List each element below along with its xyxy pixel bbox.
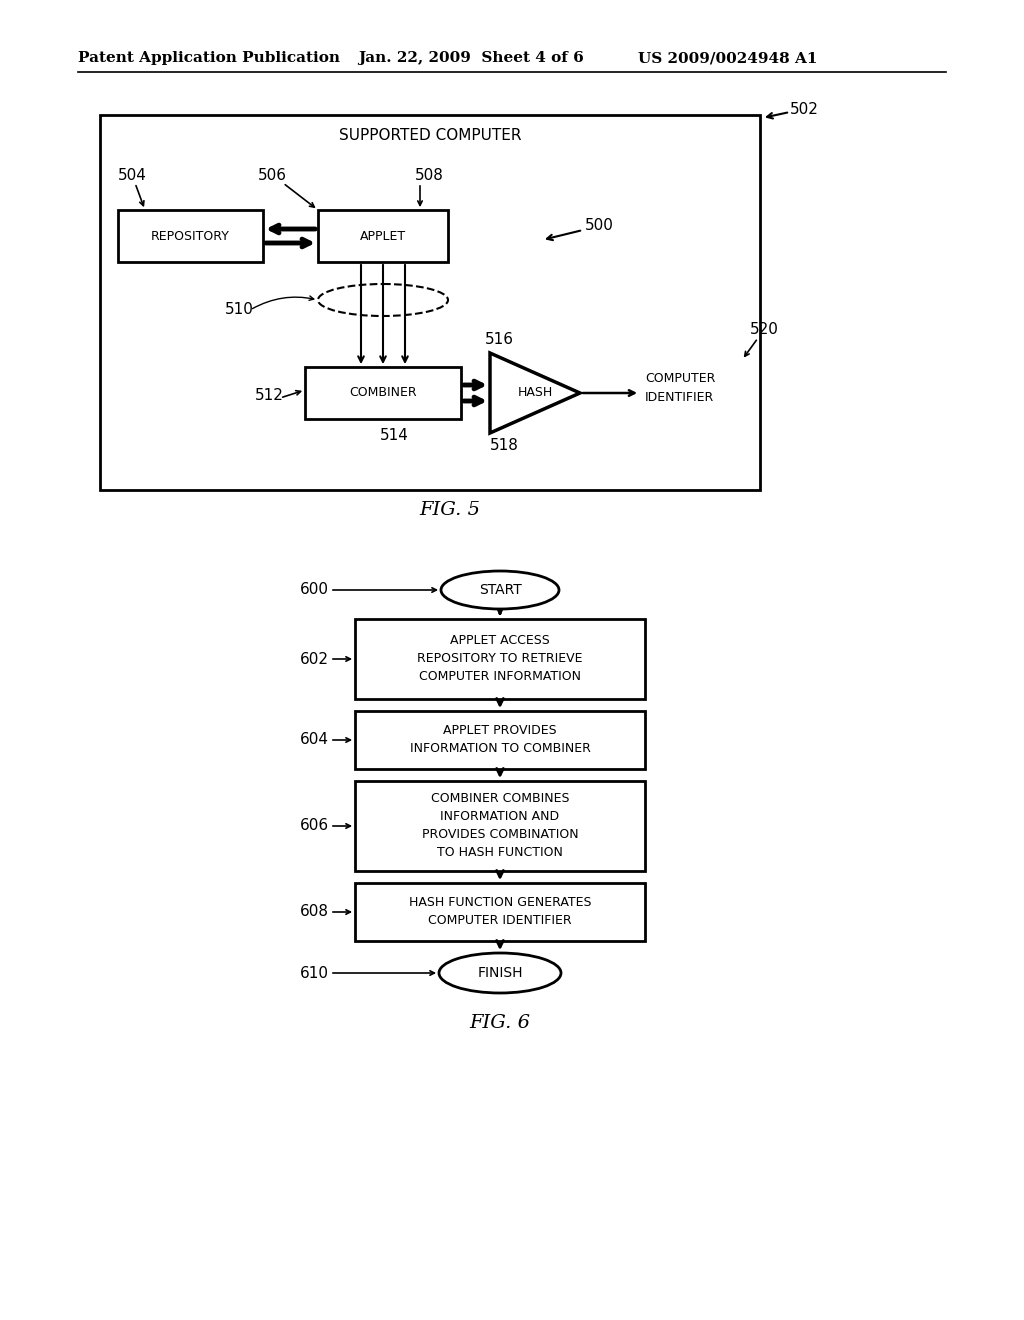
Text: 518: 518 xyxy=(490,437,519,453)
Text: 602: 602 xyxy=(300,652,329,667)
Text: 500: 500 xyxy=(585,218,613,232)
Text: START: START xyxy=(478,583,521,597)
Text: 600: 600 xyxy=(300,582,329,598)
Text: HASH: HASH xyxy=(517,387,553,400)
Bar xyxy=(355,711,645,770)
Text: 608: 608 xyxy=(300,904,329,920)
Ellipse shape xyxy=(439,953,561,993)
Text: US 2009/0024948 A1: US 2009/0024948 A1 xyxy=(638,51,817,65)
Text: 514: 514 xyxy=(380,428,409,442)
Text: COMBINER: COMBINER xyxy=(349,387,417,400)
Bar xyxy=(100,115,760,490)
Text: FINISH: FINISH xyxy=(477,966,522,979)
Text: 508: 508 xyxy=(415,168,443,182)
Text: 606: 606 xyxy=(300,818,329,833)
Text: 516: 516 xyxy=(485,333,514,347)
Text: 502: 502 xyxy=(790,103,819,117)
Text: COMBINER COMBINES
INFORMATION AND
PROVIDES COMBINATION
TO HASH FUNCTION: COMBINER COMBINES INFORMATION AND PROVID… xyxy=(422,792,579,859)
Bar xyxy=(318,210,449,261)
Text: REPOSITORY: REPOSITORY xyxy=(152,230,230,243)
Bar xyxy=(305,367,461,418)
Text: Patent Application Publication: Patent Application Publication xyxy=(78,51,340,65)
Ellipse shape xyxy=(441,572,559,609)
Bar xyxy=(355,781,645,871)
Polygon shape xyxy=(490,352,580,433)
Ellipse shape xyxy=(318,284,449,315)
Text: FIG. 6: FIG. 6 xyxy=(469,1014,530,1032)
Text: 506: 506 xyxy=(258,168,287,182)
Bar xyxy=(118,210,263,261)
Text: 510: 510 xyxy=(225,302,254,318)
Text: APPLET PROVIDES
INFORMATION TO COMBINER: APPLET PROVIDES INFORMATION TO COMBINER xyxy=(410,725,591,755)
Text: 504: 504 xyxy=(118,168,146,182)
Bar xyxy=(355,619,645,700)
Text: APPLET ACCESS
REPOSITORY TO RETRIEVE
COMPUTER INFORMATION: APPLET ACCESS REPOSITORY TO RETRIEVE COM… xyxy=(417,635,583,684)
Text: 520: 520 xyxy=(750,322,779,338)
Bar xyxy=(355,883,645,941)
Text: FIG. 5: FIG. 5 xyxy=(420,502,480,519)
Text: APPLET: APPLET xyxy=(360,230,407,243)
Text: 610: 610 xyxy=(300,965,329,981)
Text: HASH FUNCTION GENERATES
COMPUTER IDENTIFIER: HASH FUNCTION GENERATES COMPUTER IDENTIF… xyxy=(409,896,591,928)
Text: COMPUTER
IDENTIFIER: COMPUTER IDENTIFIER xyxy=(645,372,716,404)
Text: SUPPORTED COMPUTER: SUPPORTED COMPUTER xyxy=(339,128,521,143)
Text: Jan. 22, 2009  Sheet 4 of 6: Jan. 22, 2009 Sheet 4 of 6 xyxy=(358,51,584,65)
Text: 604: 604 xyxy=(300,733,329,747)
Text: 512: 512 xyxy=(255,388,284,403)
